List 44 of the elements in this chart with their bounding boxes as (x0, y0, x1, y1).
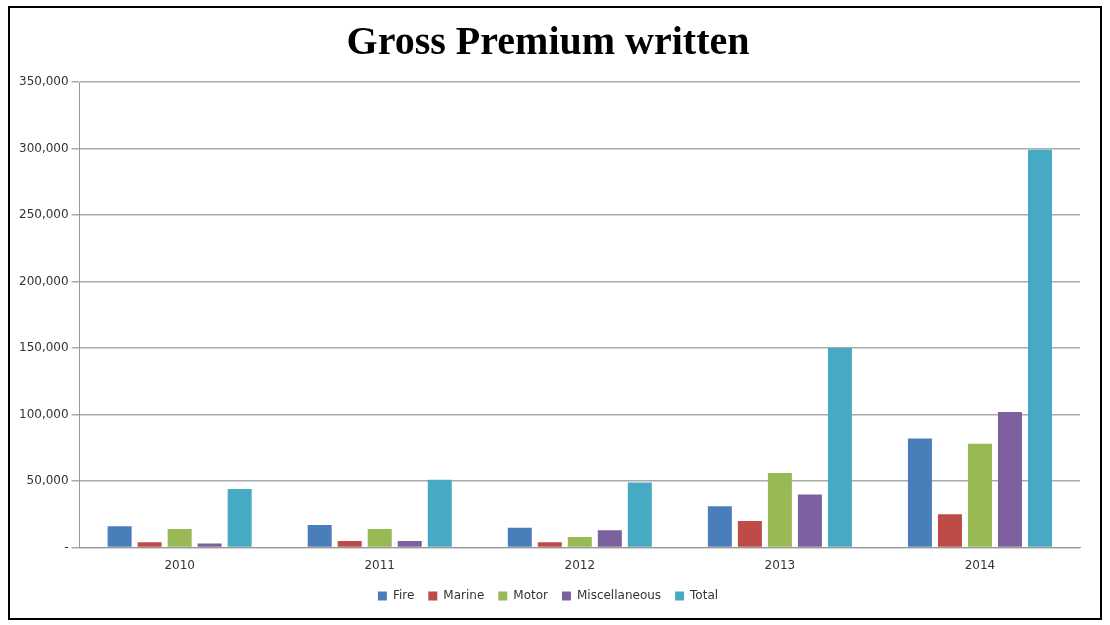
bar (397, 540, 422, 547)
bar (137, 542, 162, 547)
bar (367, 528, 392, 547)
bar (937, 514, 962, 547)
legend-label: Marine (443, 588, 485, 603)
legend-label: Total (689, 588, 719, 603)
bar (307, 524, 332, 547)
bar (427, 479, 452, 547)
bar (507, 527, 532, 547)
bar (227, 489, 252, 547)
x-tick-label: 2012 (564, 557, 596, 572)
x-tick-label: 2014 (964, 557, 996, 572)
bar (707, 506, 732, 547)
bar (537, 542, 562, 547)
bar (797, 494, 822, 547)
bar (767, 473, 792, 547)
y-tick-label: 50,000 (26, 473, 69, 488)
x-tick-label: 2010 (164, 557, 195, 572)
bar (567, 536, 592, 547)
x-tick-label: 2013 (764, 557, 796, 572)
bar (627, 482, 652, 547)
y-tick-label: 250,000 (19, 207, 69, 222)
legend-label: Fire (392, 588, 415, 603)
legend-label: Motor (513, 588, 549, 603)
bar (967, 443, 992, 547)
bar (827, 348, 852, 547)
bar (737, 520, 762, 547)
bar (1027, 149, 1052, 547)
bar (597, 530, 622, 547)
legend-label: Miscellaneous (576, 588, 662, 603)
bar (907, 438, 932, 547)
y-tick-label: 100,000 (19, 406, 69, 421)
y-tick-label: 300,000 (19, 140, 69, 155)
bar (197, 543, 222, 547)
bar (337, 540, 362, 547)
bar (997, 411, 1022, 547)
y-tick-label: 350,000 (19, 74, 69, 89)
y-tick-label: 200,000 (19, 273, 69, 288)
x-tick-label: 2011 (364, 557, 396, 572)
bar (107, 526, 132, 547)
y-tick-label: - (64, 539, 69, 554)
chart-title: Gross Premium written (346, 18, 750, 64)
y-tick-label: 150,000 (19, 340, 69, 355)
bar (167, 528, 192, 547)
